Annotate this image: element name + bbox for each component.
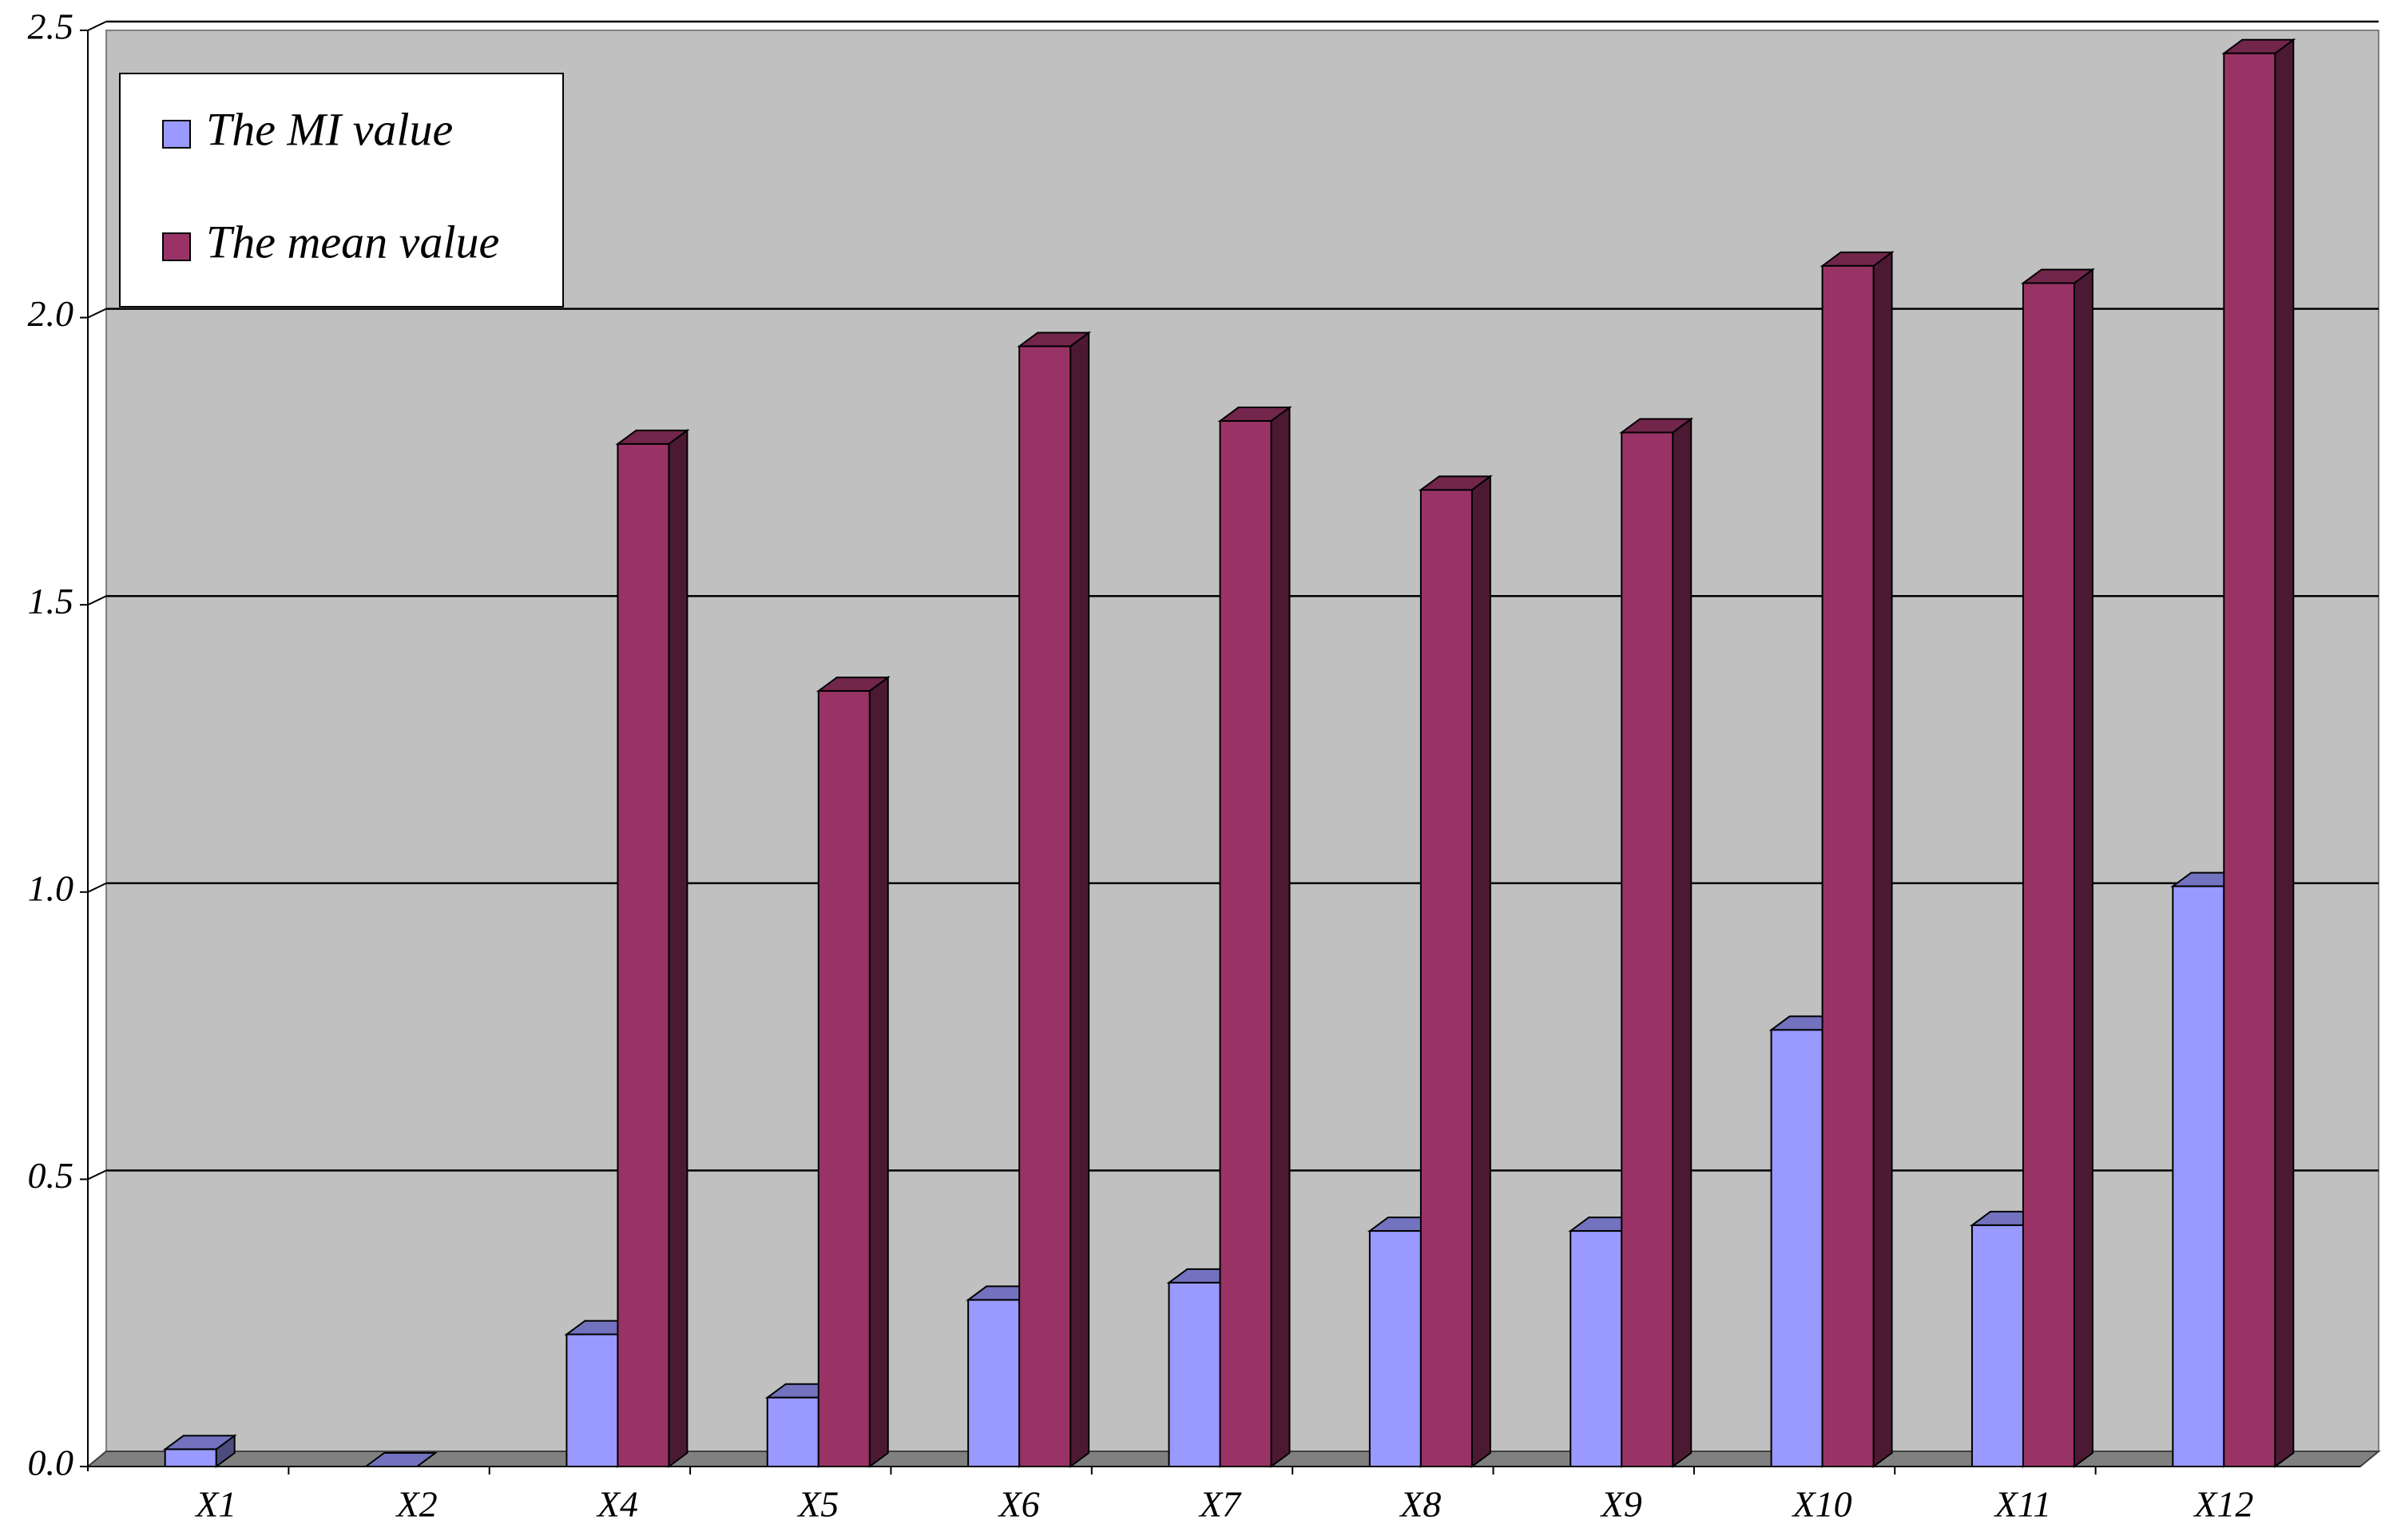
- bar: [1621, 431, 1674, 1468]
- x-tick-label: X9: [1600, 1484, 1642, 1525]
- bar-top-shade: [818, 677, 888, 692]
- bar-side-shade: [1070, 332, 1089, 1467]
- bar-top-shade: [1822, 252, 1892, 266]
- x-tick-label: X5: [796, 1484, 839, 1525]
- bar: [2223, 52, 2276, 1468]
- bar: [1368, 1230, 1422, 1468]
- bar: [1970, 1224, 2024, 1468]
- bar-top-shade: [617, 430, 688, 444]
- x-tick-label: X4: [596, 1484, 638, 1525]
- y-tick-label: 1.5: [28, 581, 74, 621]
- bar-top-shade: [165, 1435, 235, 1450]
- y-tick-label: 1.0: [28, 867, 74, 908]
- grid-diag: [87, 308, 107, 319]
- grid-diag: [87, 595, 107, 606]
- bar-side-shade: [869, 677, 888, 1467]
- bar: [1770, 1029, 1824, 1467]
- x-tick-label: X6: [998, 1484, 1040, 1525]
- grid-diag: [87, 882, 107, 893]
- y-tick-label: 0.5: [28, 1155, 74, 1196]
- y-tick-label: 2.0: [28, 293, 74, 334]
- legend-swatch: [162, 120, 191, 149]
- y-tick-label: 2.5: [28, 6, 74, 47]
- bar: [617, 443, 670, 1467]
- x-tick-label: X2: [395, 1484, 437, 1525]
- grid-diag: [87, 21, 107, 31]
- y-tick-label: 0.0: [28, 1443, 74, 1483]
- bar: [967, 1299, 1021, 1467]
- bar: [1570, 1230, 1623, 1468]
- bar-side-shade: [2275, 39, 2294, 1467]
- bar-top-shade: [1220, 407, 1290, 422]
- bar: [2022, 282, 2075, 1467]
- x-tick-label: X7: [1198, 1484, 1242, 1525]
- bar-top-shade: [1621, 419, 1692, 433]
- bar-side-shade: [2074, 269, 2093, 1467]
- bar: [1821, 264, 1875, 1468]
- bar-top-shade: [1420, 476, 1490, 490]
- bar: [2172, 885, 2225, 1468]
- bar-side-shade: [1271, 407, 1290, 1467]
- bar: [566, 1333, 619, 1467]
- bar-side-shade: [669, 430, 688, 1467]
- x-tick-label: X10: [1792, 1484, 1852, 1525]
- bar-side-shade: [1471, 476, 1490, 1467]
- x-tick-label: X1: [194, 1484, 236, 1525]
- bar-top-shade: [366, 1453, 436, 1467]
- legend-label: The MI value: [206, 103, 453, 155]
- bar: [766, 1396, 820, 1468]
- bar-side-shade: [1873, 252, 1892, 1467]
- legend-box: [119, 73, 564, 308]
- bar: [817, 690, 871, 1467]
- x-tick-label: X8: [1399, 1484, 1441, 1525]
- legend-swatch: [162, 232, 191, 261]
- grid-diag: [87, 1169, 107, 1181]
- bar-top-shade: [2022, 269, 2093, 284]
- bar-side-shade: [1673, 419, 1692, 1467]
- bar: [1168, 1281, 1221, 1467]
- bar: [1018, 345, 1072, 1467]
- bar: [1419, 489, 1473, 1467]
- legend-label: The mean value: [206, 216, 499, 268]
- x-tick-label: X12: [2193, 1484, 2253, 1525]
- bar-top: [363, 1452, 439, 1467]
- bar-top-shade: [1019, 332, 1089, 347]
- x-tick-label: X11: [1994, 1484, 2052, 1525]
- bar-side-shade: [216, 1435, 235, 1467]
- bar: [164, 1448, 217, 1467]
- bar-top-shade: [2224, 39, 2294, 54]
- bar: [1219, 420, 1272, 1467]
